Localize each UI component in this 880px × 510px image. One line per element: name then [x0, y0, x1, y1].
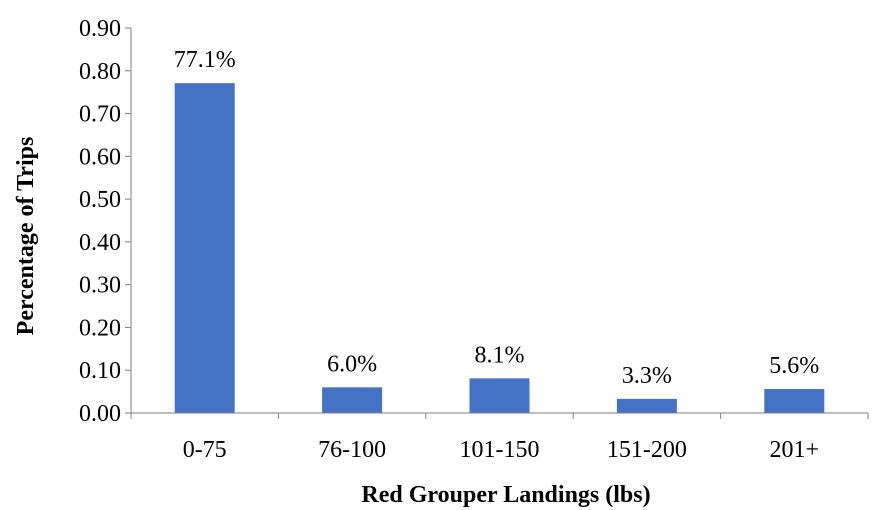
- y-tick-label: 0.70: [79, 102, 121, 128]
- bars: [174, 83, 825, 413]
- bar-101-150: [469, 378, 530, 413]
- x-tick-label-76-100: 76-100: [318, 437, 386, 463]
- data-label-76-100: 6.0%: [327, 351, 377, 377]
- data-labels: 77.1% 6.0% 8.1% 3.3% 5.6%: [174, 47, 820, 389]
- x-tick-label-201+: 201+: [770, 437, 820, 463]
- y-axis-title: Percentage of Trips: [13, 137, 39, 336]
- x-axis-ticks: 0-75 76-100 101-150 151-200 201+: [130, 413, 869, 463]
- y-tick-label: 0.60: [79, 144, 121, 170]
- x-axis-title: Red Grouper Landings (lbs): [361, 482, 650, 508]
- x-tick-label-0-75: 0-75: [183, 437, 227, 463]
- x-tick-label-151-200: 151-200: [607, 437, 687, 463]
- y-tick-label: 0.50: [79, 187, 121, 213]
- data-label-0-75: 77.1%: [174, 47, 236, 73]
- data-label-101-150: 8.1%: [475, 342, 525, 368]
- bar-201+: [764, 389, 825, 413]
- data-label-201+: 5.6%: [769, 353, 819, 379]
- data-label-151-200: 3.3%: [622, 363, 672, 389]
- y-tick-label: 0.40: [79, 230, 121, 256]
- bar-151-200: [616, 398, 677, 413]
- y-axis-ticks: 0.00 0.10 0.20 0.30 0.40 0.50 0.60 0.70 0.80 0.90: [79, 16, 131, 427]
- y-tick-label: 0.90: [79, 16, 121, 42]
- y-tick-label: 0.20: [79, 315, 121, 341]
- y-tick-label: 0.00: [79, 401, 121, 427]
- y-tick-label: 0.30: [79, 273, 121, 299]
- y-tick-label: 0.10: [79, 358, 121, 384]
- y-tick-label: 0.80: [79, 59, 121, 85]
- x-tick-label-101-150: 101-150: [460, 437, 540, 463]
- bar-0-75: [174, 83, 235, 413]
- bar-76-100: [322, 387, 383, 413]
